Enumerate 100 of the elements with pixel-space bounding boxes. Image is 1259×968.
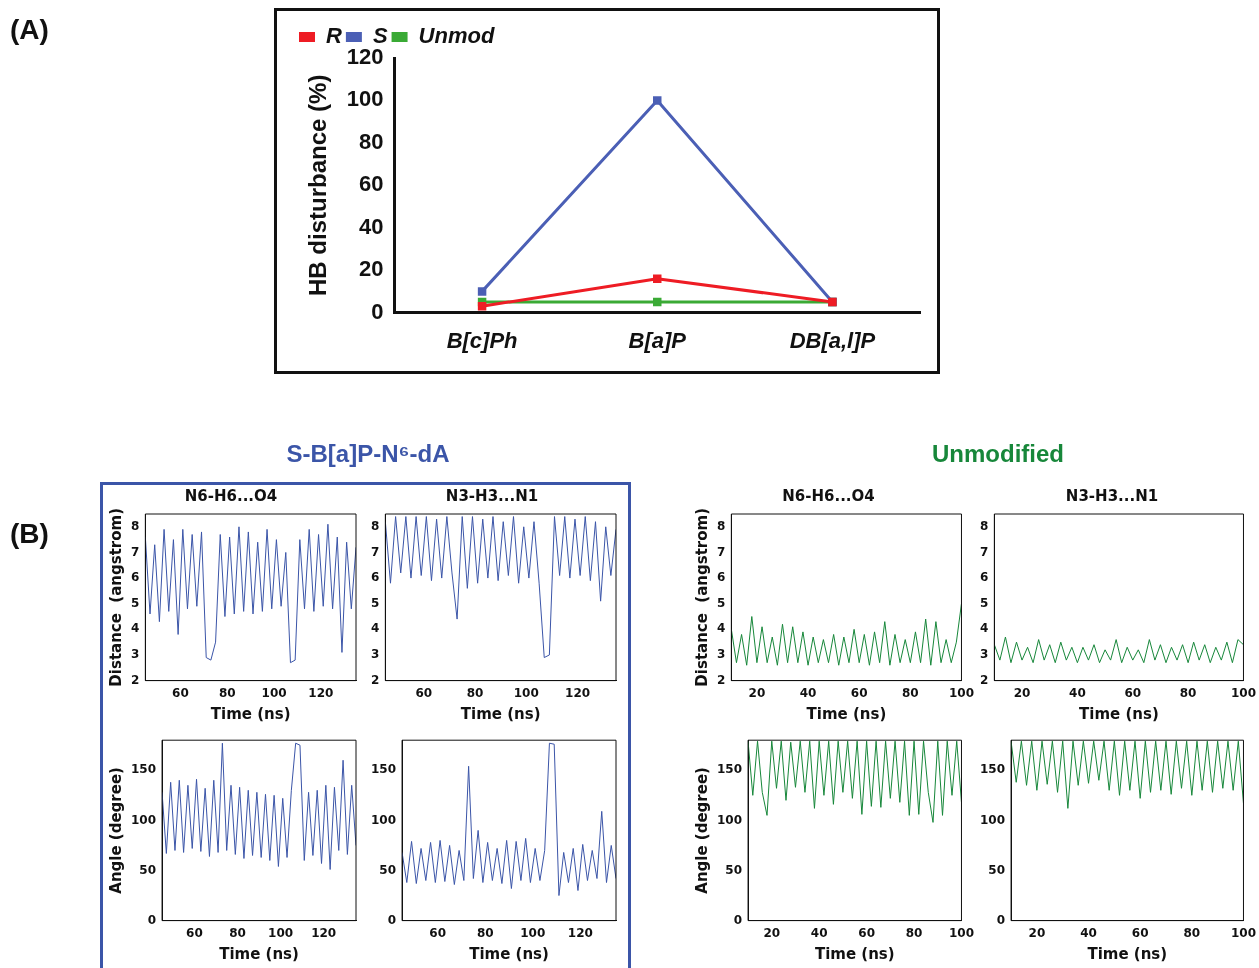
x-tick-label: 100 [948,685,975,700]
x-tick-label: 60 [858,925,875,940]
y-tick-label: 3 [130,647,140,662]
y-tick-label: 7 [979,544,989,559]
y-tick-label: 80 [359,128,384,154]
chart-title: N3-H3...N1 [445,486,539,505]
y-tick-label: 0 [371,298,384,324]
x-tick-label: 20 [1013,685,1031,700]
x-tick-label: B[a]P [628,327,687,353]
x-tick-label: 120 [565,685,591,700]
x-tick-label: 60 [1124,685,1142,700]
x-tick-label: 100 [513,685,539,700]
x-axis-title: Time (ns) [469,944,549,963]
y-tick-label: 100 [979,812,1006,827]
x-tick-label: 80 [218,685,236,700]
y-tick-label: 4 [979,621,989,636]
x-tick-label: 120 [311,925,337,940]
y-tick-label: 3 [979,647,989,662]
x-tick-label: 100 [261,685,287,700]
chart-title: N3-H3...N1 [1065,486,1159,505]
y-tick-label: 150 [370,762,397,777]
y-tick-label: 20 [359,256,384,282]
y-tick-label: 150 [979,762,1006,777]
y-tick-label: 50 [139,862,157,877]
x-tick-label: 40 [799,685,817,700]
y-tick-label: 2 [370,672,380,687]
y-tick-label: 8 [716,518,726,533]
x-tick-label: 100 [1230,685,1257,700]
y-axis-title: Angle (degree) [106,767,125,894]
x-tick-label: 80 [905,925,923,940]
point [653,96,662,105]
x-tick-label: 60 [1131,925,1149,940]
text: (B) [10,518,49,550]
y-tick-label: 150 [716,762,743,777]
x-tick-label: 40 [1080,925,1097,940]
y-tick-label: 3 [716,647,726,662]
y-tick-label: 5 [370,595,380,610]
y-tick-label: 100 [130,812,157,827]
y-tick-label: 7 [130,544,140,559]
y-tick-label: 0 [996,912,1006,927]
x-tick-label: 60 [429,925,447,940]
x-axis-title: Time (ns) [460,704,541,723]
y-tick-label: 100 [346,86,384,112]
point [653,274,662,283]
y-tick-label: 100 [716,812,743,827]
y-tick-label: 2 [130,672,140,687]
y-tick-label: 50 [988,862,1006,877]
chart-title: N6-H6...O4 [782,486,875,505]
y-tick-label: 60 [359,171,384,197]
y-tick-label: 4 [370,621,380,636]
legend-label: Unmod [418,23,495,49]
x-tick-label: 60 [415,685,433,700]
x-tick-label: 80 [466,685,484,700]
text: Unmodified [932,440,1064,468]
y-tick-label: 40 [359,213,384,239]
x-tick-label: 20 [1028,925,1046,940]
y-tick-label: 5 [979,595,989,610]
y-axis-title: Distance (angstrom) [692,507,711,687]
y-tick-label: 2 [979,672,989,687]
x-tick-label: 80 [1183,925,1201,940]
y-tick-label: 8 [370,518,380,533]
y-tick-label: 50 [379,862,397,877]
y-axis-title: Angle (degree) [692,767,711,894]
x-axis-title: Time (ns) [1079,704,1159,723]
x-tick-label: 80 [476,925,494,940]
x-tick-label: 20 [763,925,781,940]
y-tick-label: 6 [716,570,726,585]
x-axis-title: Time (ns) [1087,944,1168,963]
x-tick-label: 120 [308,685,334,700]
x-tick-label: DB[a,l]P [789,327,876,353]
x-axis-title: Time (ns) [814,944,895,963]
y-tick-label: 7 [370,544,380,559]
y-tick-label: 4 [716,621,726,636]
x-tick-label: 60 [186,925,203,940]
y-tick-label: 0 [387,912,397,927]
y-tick-label: 5 [130,595,140,610]
x-tick-label: B[c]Ph [446,327,518,353]
x-tick-label: 100 [948,925,975,940]
y-tick-label: 100 [370,812,397,827]
x-tick-label: 100 [1230,925,1257,940]
text: (A) [10,14,49,46]
x-axis-title: Time (ns) [219,944,299,963]
x-axis-title: Time (ns) [210,704,291,723]
y-tick-label: 0 [147,912,157,927]
y-tick-label: 6 [979,570,989,585]
y-tick-label: 4 [130,621,140,636]
x-tick-label: 40 [810,925,828,940]
y-tick-label: 50 [725,862,743,877]
x-tick-label: 20 [748,685,766,700]
y-tick-label: 3 [370,647,380,662]
x-tick-label: 80 [229,925,246,940]
legend-label: R [326,23,342,49]
y-tick-label: 7 [716,544,726,559]
y-tick-label: 0 [733,912,743,927]
x-tick-label: 80 [1179,685,1197,700]
x-tick-label: 100 [520,925,546,940]
x-tick-label: 80 [901,685,919,700]
y-axis-title: HB disturbance (%) [304,74,332,296]
x-axis-title: Time (ns) [806,704,887,723]
x-tick-label: 120 [567,925,593,940]
